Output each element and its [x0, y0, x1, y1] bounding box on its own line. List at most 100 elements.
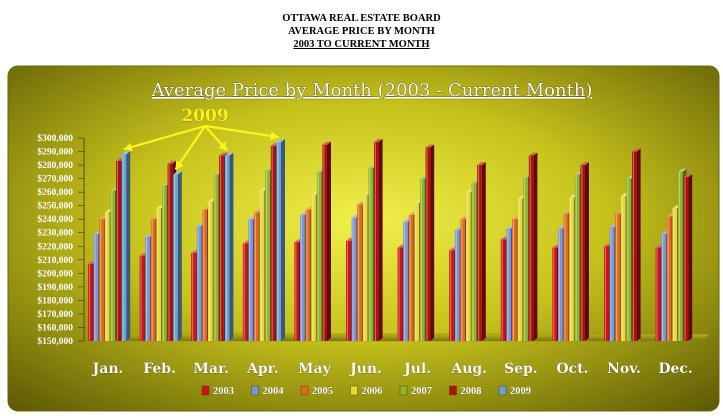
bar-highlight	[420, 178, 422, 341]
bar-highlight	[94, 234, 96, 341]
legend-label: 2004	[263, 386, 285, 397]
bar-front	[477, 165, 482, 341]
bar-side	[585, 162, 589, 341]
bar-highlight	[105, 212, 107, 341]
bar-highlight	[581, 165, 583, 341]
bar-highlight	[312, 194, 314, 341]
annotation-arrow-line	[174, 125, 206, 171]
y-tick-label: $260,000	[37, 187, 73, 198]
bar-highlight	[684, 177, 686, 341]
legend-swatch	[350, 385, 358, 396]
bar-highlight	[214, 174, 216, 341]
bar-front	[403, 221, 408, 341]
bar-front	[666, 216, 672, 341]
bar-front	[351, 217, 357, 341]
bar-highlight	[627, 178, 629, 341]
x-tick-label: Nov.	[607, 361, 641, 377]
bar-highlight	[398, 247, 400, 341]
annotation-arrow-head	[218, 141, 228, 151]
bar-highlight	[317, 171, 319, 341]
legend-label: 2008	[461, 386, 482, 397]
bar-front	[248, 219, 253, 341]
bar-marks	[88, 139, 693, 341]
bar-highlight	[277, 142, 279, 341]
legend-item-2004: 2004	[251, 385, 285, 397]
bar-front	[121, 154, 127, 341]
bar-front	[254, 212, 259, 341]
bar-highlight	[168, 163, 170, 341]
y-tick-label: $240,000	[37, 214, 73, 225]
annotation-arrow-head	[123, 142, 133, 152]
bar-top	[276, 139, 285, 143]
bar-front	[346, 240, 351, 341]
bar-front	[167, 163, 173, 341]
x-axis-labels: Jan. Feb. Mar. Apr. May Jun. Jul. Aug. Sep. Oct. N…	[90, 361, 693, 377]
y-tick-label: $280,000	[37, 160, 73, 171]
bar-front	[523, 177, 528, 341]
y-tick-label: $220,000	[37, 241, 73, 252]
bar-highlight	[174, 174, 176, 341]
annotation-arrow-line	[204, 124, 279, 139]
bar-highlight	[632, 151, 634, 341]
bar-front	[357, 204, 362, 341]
bar-front	[661, 234, 666, 341]
bar-front	[454, 230, 460, 341]
bar-front	[224, 155, 230, 341]
bar-front	[558, 228, 563, 341]
bar-highlight	[122, 154, 124, 341]
bar-highlight	[358, 204, 360, 341]
bar-highlight	[300, 215, 302, 341]
bar-front	[150, 219, 156, 341]
bar-front	[139, 255, 145, 341]
x-tick-label: May	[298, 361, 332, 377]
bar-front	[294, 242, 299, 341]
header-line-3: 2003 TO CURRENT MONTH	[293, 39, 430, 50]
legend-label: 2009	[510, 386, 531, 397]
bar-2009-jan	[121, 151, 131, 341]
legend-swatch	[201, 385, 210, 396]
bar-highlight	[346, 240, 348, 341]
bar-front	[219, 155, 224, 341]
bar-side	[281, 139, 285, 341]
chart-title: Average Price by Month (2003 - Current M…	[151, 80, 593, 101]
bar-front	[173, 174, 178, 341]
bar-highlight	[678, 171, 680, 341]
bar-front	[242, 243, 248, 341]
bar-front	[552, 247, 557, 341]
bar-front	[162, 185, 167, 341]
bar-front	[368, 167, 373, 341]
bar-highlight	[667, 216, 669, 341]
bar-side	[481, 162, 486, 341]
bar-front	[506, 228, 511, 341]
x-tick-label: Aug.	[450, 361, 487, 377]
bar-top	[528, 152, 538, 156]
bar-front	[449, 250, 454, 341]
bar-highlight	[604, 246, 606, 341]
header-line-2: AVERAGE PRICE BY MONTH	[288, 26, 435, 37]
bar-front	[196, 225, 202, 341]
bar-front	[397, 247, 403, 341]
legend-item-2007: 2007	[399, 385, 432, 397]
bar-front	[374, 142, 379, 341]
bar-highlight	[466, 192, 468, 341]
bar-front	[145, 236, 150, 341]
x-tick-label: Sep.	[504, 361, 538, 377]
legend-label: 2006	[362, 386, 383, 397]
bar-highlight	[518, 198, 520, 341]
bar-highlight	[415, 202, 417, 341]
bar-front	[615, 213, 620, 341]
y-axis-ticks: $150,000 $160,000 $170,000 $180,000 $190,000…	[37, 133, 84, 347]
bar-front	[362, 194, 368, 341]
bar-highlight	[478, 165, 480, 341]
bar-front	[322, 144, 327, 341]
bar-highlight	[116, 161, 118, 341]
annotation-arrow-head	[270, 131, 279, 141]
legend-swatch	[498, 385, 507, 396]
bar-front	[99, 219, 104, 341]
annotation-arrow-line	[123, 124, 206, 151]
bar-front	[500, 239, 506, 341]
bar-top	[322, 141, 331, 145]
bar-highlight	[507, 228, 509, 341]
annotation-2009-label: 2009	[181, 106, 228, 126]
